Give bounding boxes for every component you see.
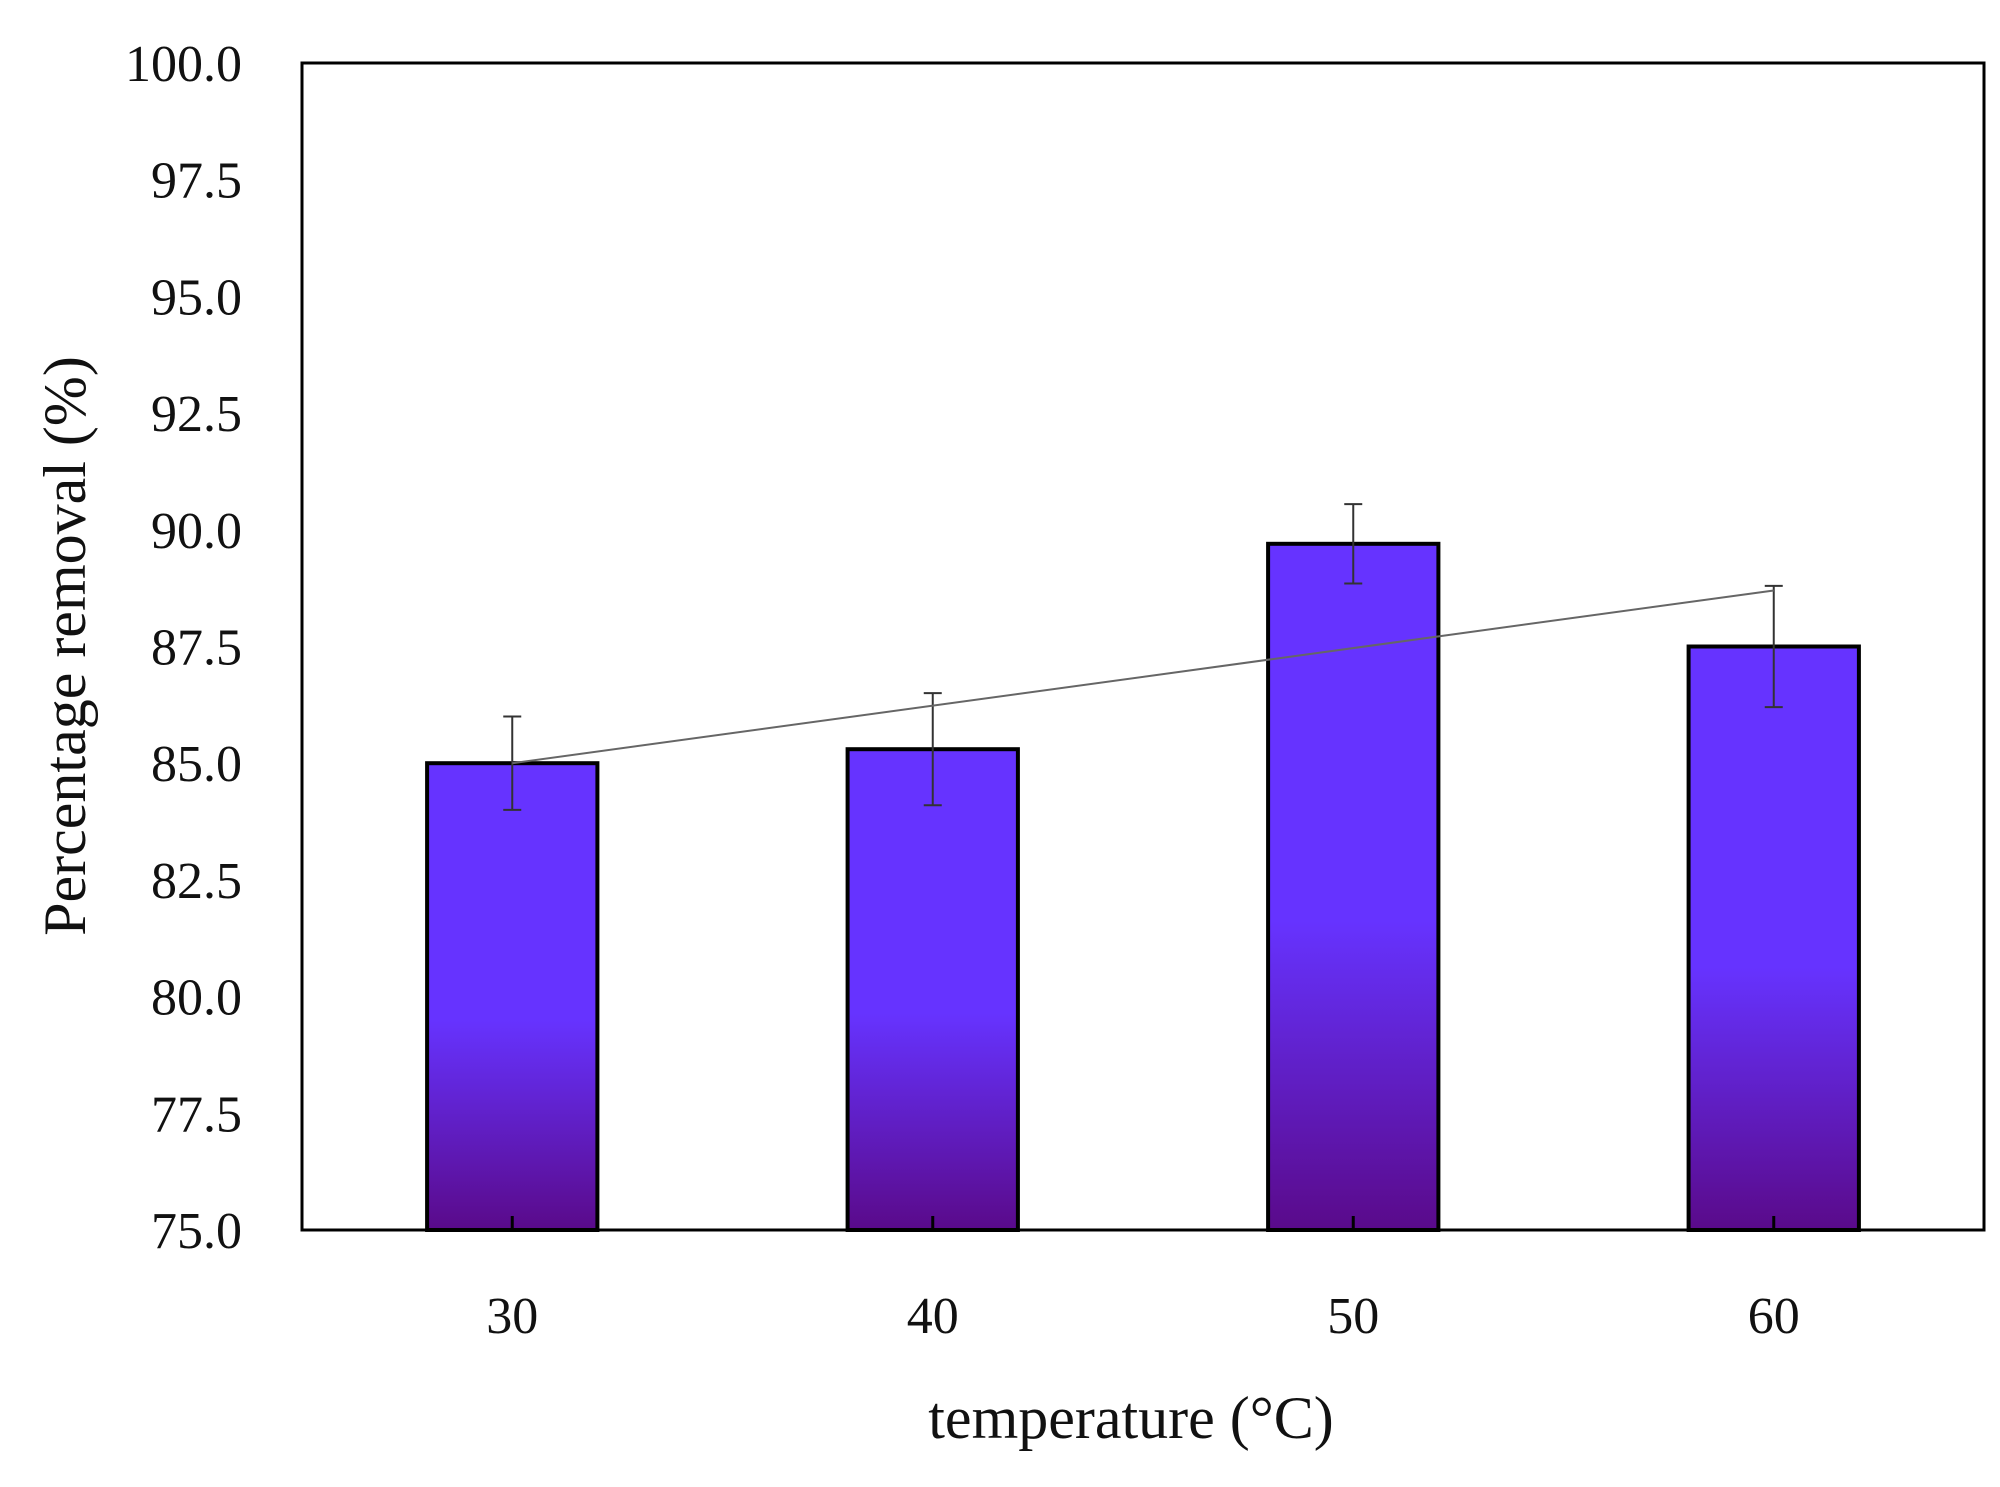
- x-axis-ticks: 30 40 50 60: [486, 1216, 1800, 1345]
- y-tick-label: 87.5: [151, 620, 242, 677]
- y-tick-label: 85.0: [151, 736, 242, 793]
- trendline: [512, 589, 1774, 765]
- x-tick-label: 60: [1748, 1288, 1800, 1345]
- bar-50: [1266, 541, 1441, 1232]
- y-axis-title: Percentage removal (%): [32, 356, 98, 936]
- bar-30: [425, 761, 600, 1232]
- x-axis-title: temperature (°C): [928, 1385, 1333, 1451]
- bar-60: [1686, 644, 1861, 1232]
- y-tick-label: 77.5: [151, 1086, 242, 1143]
- x-tick-label: 40: [907, 1288, 959, 1345]
- y-tick-label: 82.5: [151, 853, 242, 910]
- y-axis-ticks: 75.0 77.5 80.0 82.5 85.0 87.5 90.0 92.5 95.0 97.5…: [125, 36, 242, 1260]
- y-tick-label: 95.0: [151, 269, 242, 326]
- y-tick-label: 97.5: [151, 153, 242, 210]
- y-tick-label: 100.0: [125, 36, 242, 93]
- y-tick-label: 75.0: [151, 1203, 242, 1260]
- y-tick-label: 90.0: [151, 503, 242, 560]
- trendline-group: [512, 589, 1774, 765]
- bar-40: [845, 747, 1020, 1232]
- error-bars: [503, 503, 1783, 811]
- x-tick-label: 30: [486, 1288, 538, 1345]
- y-tick-label: 80.0: [151, 970, 242, 1027]
- x-tick-label: 50: [1327, 1288, 1379, 1345]
- y-tick-label: 92.5: [151, 386, 242, 443]
